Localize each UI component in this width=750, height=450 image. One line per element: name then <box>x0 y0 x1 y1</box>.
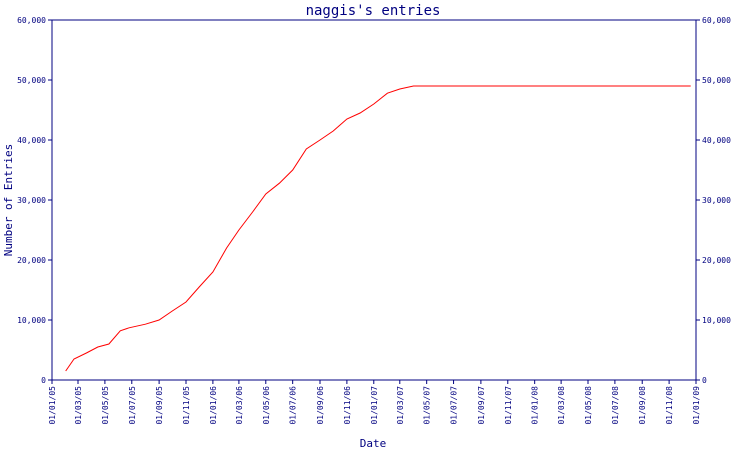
x-tick-label: 01/11/07 <box>504 386 513 425</box>
x-tick-label: 01/03/05 <box>74 386 83 425</box>
y-tick-label-left: 60,000 <box>17 16 46 25</box>
x-tick-label: 01/11/08 <box>665 386 674 425</box>
chart-title: naggis's entries <box>306 3 441 19</box>
x-tick-label: 01/05/06 <box>262 386 271 425</box>
x-axis-label: Date <box>360 437 387 450</box>
x-tick-label: 01/07/06 <box>289 386 298 425</box>
x-tick-label: 01/11/05 <box>182 386 191 425</box>
x-tick-label: 01/03/07 <box>396 386 405 425</box>
x-tick-label: 01/03/08 <box>557 386 566 425</box>
entries-line <box>65 85 691 372</box>
x-tick-label: 01/05/05 <box>101 386 110 425</box>
y-tick-label-left: 30,000 <box>17 196 46 205</box>
x-tick-label: 01/05/08 <box>584 386 593 425</box>
x-tick-label: 01/07/08 <box>611 386 620 425</box>
y-tick-label-right: 60,000 <box>702 16 731 25</box>
x-tick-label: 01/09/06 <box>316 386 325 425</box>
y-tick-label-left: 50,000 <box>17 76 46 85</box>
y-tick-label-right: 50,000 <box>702 76 731 85</box>
y-tick-label-right: 30,000 <box>702 196 731 205</box>
y-tick-label-right: 20,000 <box>702 256 731 265</box>
x-tick-label: 01/09/08 <box>638 386 647 425</box>
x-tick-label: 01/05/07 <box>423 386 432 425</box>
y-tick-label-right: 40,000 <box>702 136 731 145</box>
x-tick-label: 01/01/08 <box>531 386 540 425</box>
x-tick-label: 01/09/07 <box>477 386 486 425</box>
axes <box>51 19 697 381</box>
x-tick-label: 01/03/06 <box>235 386 244 425</box>
y-tick-label-left: 20,000 <box>17 256 46 265</box>
x-tick-label: 01/01/05 <box>48 386 57 425</box>
y-tick-label-right: 0 <box>702 376 707 385</box>
y-tick-label-left: 10,000 <box>17 316 46 325</box>
y-axis-label: Number of Entries <box>2 144 15 257</box>
x-tick-label: 01/01/06 <box>209 386 218 425</box>
series <box>65 85 691 372</box>
x-tick-label: 01/09/05 <box>155 386 164 425</box>
y-tick-label-left: 40,000 <box>17 136 46 145</box>
y-tick-label-right: 10,000 <box>702 316 731 325</box>
x-tick-label: 01/07/07 <box>450 386 459 425</box>
x-tick-label: 01/01/07 <box>370 386 379 425</box>
x-tick-label: 01/07/05 <box>128 386 137 425</box>
ticks: 0 0 10,000 10,000 20,000 20,000 30,000 30,000 40… <box>17 16 731 425</box>
y-tick-label-left: 0 <box>41 376 46 385</box>
x-tick-label: 01/01/09 <box>692 386 701 425</box>
plot-frame <box>51 19 697 381</box>
x-tick-label: 01/11/06 <box>343 386 352 425</box>
